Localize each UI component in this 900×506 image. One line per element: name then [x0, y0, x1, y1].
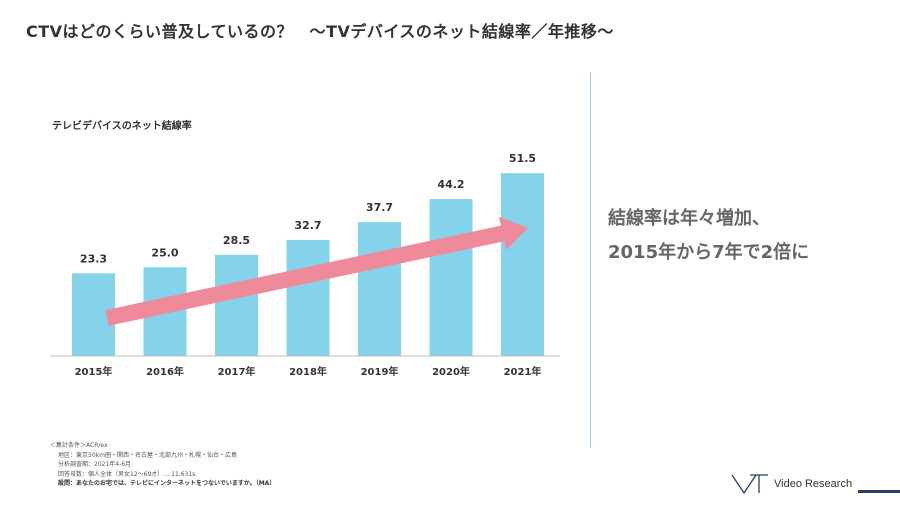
- x-tick-label-0: 2015年: [75, 365, 113, 378]
- key-message-line1: 結線率は年々増加、: [608, 208, 770, 229]
- x-tick-label-2: 2017年: [218, 365, 256, 378]
- x-tick-label-1: 2016年: [146, 365, 184, 378]
- data-label-0: 23.3: [80, 252, 107, 265]
- data-label-3: 32.7: [294, 219, 321, 232]
- x-tick-label-3: 2018年: [289, 365, 327, 378]
- data-label-2: 28.5: [223, 234, 250, 247]
- data-label-4: 37.7: [366, 201, 393, 214]
- data-label-5: 44.2: [437, 178, 464, 191]
- logo-mark-icon: [731, 474, 768, 495]
- x-tick-label-5: 2020年: [432, 365, 470, 378]
- corner-accent-bar: [858, 490, 900, 493]
- notes-question: 設問：あなたのお宅では、テレビにインターネットをつないでいますか。（MA）: [58, 480, 276, 487]
- bar-chart: 23.3 25.0 28.5 32.7 37.7 44.2 51.5 2015年 2016年 2…: [50, 152, 560, 378]
- divider-line: [590, 72, 591, 448]
- bar-2: [215, 254, 258, 356]
- bar-3: [286, 239, 330, 356]
- x-tick-label-4: 2019年: [361, 365, 399, 378]
- key-message-line2: 2015年から7年で2倍に: [608, 242, 810, 263]
- x-tick-label-6: 2021年: [504, 365, 542, 378]
- data-label-6: 51.5: [509, 152, 536, 165]
- page-title: CTVはどのくらい普及しているの？ ～TVデバイスのネット結線率／年推移～: [26, 22, 614, 41]
- logo-text: Video Research: [774, 478, 853, 490]
- key-message: 結線率は年々増加、 2015年から7年で2倍に: [608, 202, 809, 270]
- bar-4: [358, 222, 401, 356]
- notes-condition: ＜集計条件＞ACR/ex: [50, 442, 108, 449]
- notes-area: 地区：東京50km圏・関西・名古屋・北部九州・札幌・仙台・広島: [58, 451, 237, 459]
- bar-6: [501, 173, 544, 356]
- video-research-logo: Video Research: [730, 473, 852, 495]
- notes-period: 分析調査期：2021年4-6月: [58, 461, 132, 468]
- data-label-1: 25.0: [151, 246, 178, 259]
- trend-arrow: [105, 216, 529, 326]
- bar-5: [429, 199, 473, 356]
- chart-title: テレビデバイスのネット結線率: [52, 121, 192, 132]
- survey-notes: ＜集計条件＞ACR/ex 地区：東京50km圏・関西・名古屋・北部九州・札幌・仙…: [50, 441, 275, 489]
- notes-sample: 回答母数：個人全体（男女12〜69才）… 11,631s: [58, 470, 196, 478]
